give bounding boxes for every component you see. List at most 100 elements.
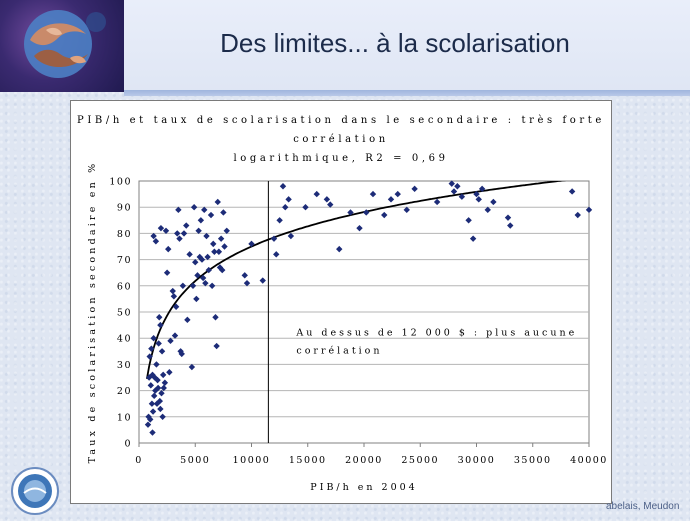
chart-title: PIB/h et taux de scolarisation dans le s… xyxy=(71,111,611,168)
university-logo xyxy=(10,466,60,516)
data-point xyxy=(276,217,283,224)
x-tick-label: 40000 xyxy=(570,455,608,466)
data-point xyxy=(282,204,289,211)
data-point xyxy=(211,248,218,255)
data-point xyxy=(369,190,377,198)
data-point xyxy=(381,211,388,219)
data-point xyxy=(411,185,418,193)
data-point xyxy=(184,316,191,324)
data-point xyxy=(478,185,486,193)
y-tick-label: 80 xyxy=(117,229,132,240)
data-point xyxy=(190,204,198,211)
data-point xyxy=(507,222,514,229)
data-point xyxy=(214,198,221,206)
annotation-line-2: corrélation xyxy=(296,346,382,357)
y-tick-label: 50 xyxy=(117,308,132,319)
data-point xyxy=(387,196,395,203)
data-point xyxy=(202,279,209,287)
y-tick-label: 30 xyxy=(117,360,132,371)
data-point xyxy=(450,188,458,195)
data-point xyxy=(215,248,223,255)
data-point xyxy=(178,350,185,358)
x-tick-label: 10000 xyxy=(233,455,271,466)
data-point xyxy=(403,206,410,214)
data-point xyxy=(217,235,225,242)
data-point xyxy=(484,206,491,214)
data-point xyxy=(208,282,216,289)
y-tick-label: 100 xyxy=(109,177,132,188)
data-point xyxy=(336,245,343,253)
data-point xyxy=(205,266,212,274)
data-point xyxy=(285,196,292,203)
data-point xyxy=(363,209,370,216)
chart-container: PIB/h et taux de scolarisation dans le s… xyxy=(70,100,612,504)
data-point xyxy=(219,266,226,274)
data-point xyxy=(473,190,480,198)
y-tick-label: 40 xyxy=(117,334,132,345)
data-point xyxy=(171,332,179,339)
data-point xyxy=(156,314,163,321)
data-point xyxy=(155,340,162,347)
x-tick-label: 5000 xyxy=(180,455,210,466)
data-point xyxy=(162,227,170,234)
y-tick-label: 90 xyxy=(117,203,132,214)
data-point xyxy=(158,348,166,355)
x-tick-label: 35000 xyxy=(514,455,552,466)
data-point xyxy=(203,232,210,240)
data-point xyxy=(327,201,334,208)
data-point xyxy=(248,240,255,248)
data-point xyxy=(169,287,176,295)
data-point xyxy=(469,235,477,242)
data-point xyxy=(279,183,287,190)
university-seal-icon xyxy=(11,467,59,515)
data-point xyxy=(150,335,157,342)
y-axis-label: Taux de scolarisation secondaire en % xyxy=(87,161,98,464)
data-point xyxy=(302,204,309,211)
data-point xyxy=(585,206,593,214)
data-point xyxy=(198,256,206,263)
data-point xyxy=(574,211,581,219)
y-tick-label: 10 xyxy=(117,412,132,423)
data-point xyxy=(243,279,251,287)
data-point xyxy=(273,251,280,258)
data-point xyxy=(146,353,153,360)
data-point xyxy=(568,188,576,195)
scatter-chart: 0 10 20 30 40 50 60 70 80 90 100 0 5000 10000 15000 200… xyxy=(87,161,608,493)
data-point xyxy=(504,214,512,221)
x-tick-label: 0 xyxy=(135,455,143,466)
data-point xyxy=(199,274,207,282)
data-point xyxy=(313,190,320,198)
footer-right-text: abelais, Meudon xyxy=(606,501,680,512)
x-axis-label: PIB/h en 2004 xyxy=(310,482,417,493)
data-point xyxy=(189,282,197,289)
data-point xyxy=(150,232,157,240)
data-point xyxy=(490,198,497,206)
data-point xyxy=(221,243,228,250)
y-tick-label: 70 xyxy=(117,255,132,266)
data-point xyxy=(270,235,278,242)
data-point xyxy=(259,277,266,284)
data-point xyxy=(212,314,219,321)
data-point xyxy=(223,227,230,234)
data-point xyxy=(197,217,205,224)
hands-globe-logo xyxy=(0,0,124,92)
data-point xyxy=(220,209,227,216)
data-point xyxy=(176,235,183,242)
data-point xyxy=(207,211,215,219)
x-tick-label: 15000 xyxy=(289,455,327,466)
data-point xyxy=(323,196,331,203)
y-tick-label: 60 xyxy=(117,281,132,292)
data-point xyxy=(287,232,295,240)
slide-title: Des limites... à la scolarisation xyxy=(220,28,570,58)
x-tick-label: 25000 xyxy=(401,455,439,466)
data-point xyxy=(195,227,202,234)
y-tick-label: 0 xyxy=(124,439,132,450)
data-point xyxy=(475,196,482,203)
chart-title-line-2: logarithmique, R2 = 0,69 xyxy=(233,153,449,164)
data-point xyxy=(157,224,165,232)
data-point xyxy=(186,251,193,258)
data-point xyxy=(183,222,190,229)
data-point xyxy=(433,198,441,206)
y-tick-label: 20 xyxy=(117,386,132,397)
data-point xyxy=(179,282,187,289)
